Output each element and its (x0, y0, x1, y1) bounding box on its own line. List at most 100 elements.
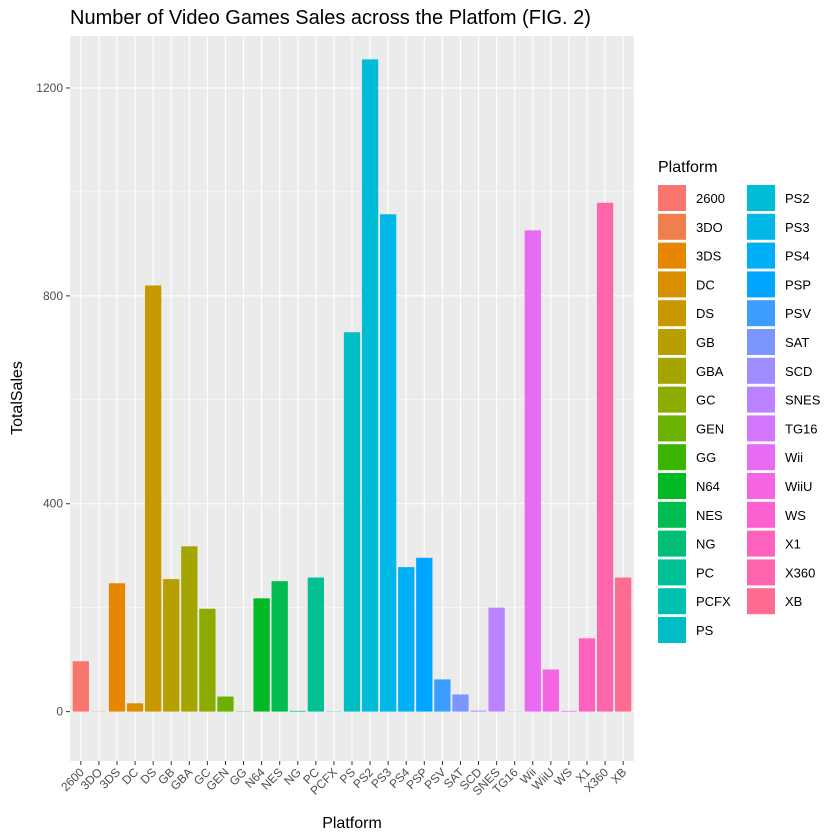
bars (72, 59, 632, 712)
legend-key-DS (658, 300, 686, 327)
legend-label-NG: NG (696, 537, 716, 552)
legend-key-PS2 (747, 185, 775, 211)
legend-key-DC (658, 271, 686, 298)
legend-key-X360 (747, 559, 775, 586)
legend-key-GB (658, 329, 686, 355)
x-axis-title: Platform (322, 815, 382, 832)
legend-label-PS4: PS4 (785, 249, 810, 264)
x-tick-label: WS (551, 765, 575, 789)
bar-XB (615, 577, 632, 712)
legend-key-WS (747, 501, 775, 528)
legend-key-PC (658, 559, 686, 586)
bar-PSV (434, 679, 451, 712)
legend-label-PC: PC (696, 565, 714, 580)
legend-label-SNES: SNES (785, 393, 821, 408)
bar-WiiU (542, 669, 559, 712)
chart-title: Number of Video Games Sales across the P… (70, 7, 591, 29)
legend-key-PS4 (747, 242, 775, 269)
bar-PC (307, 577, 324, 712)
legend-label-GC: GC (696, 393, 716, 408)
legend-key-SCD (747, 357, 775, 384)
bar-DS (145, 285, 162, 712)
legend-key-PCFX (658, 588, 686, 615)
legend-key-GBA (658, 357, 686, 384)
legend-label-PS: PS (696, 623, 714, 638)
legend-key-3DO (658, 213, 686, 240)
bar-GB (163, 579, 180, 712)
legend-key-Wii (747, 444, 775, 471)
bar-WS (560, 710, 578, 712)
bar-X360 (596, 202, 614, 712)
y-axis-ticks: 0 400 800 1200 (36, 81, 70, 719)
x-tick-label: XB (608, 765, 629, 786)
bar-PS (343, 332, 361, 712)
legend-label-PCFX: PCFX (696, 594, 731, 609)
bar-NES (271, 581, 288, 712)
legend-label-SAT: SAT (785, 335, 809, 350)
bar-Wii (524, 230, 541, 712)
legend-key-NES (658, 501, 686, 528)
bar-SNES (488, 607, 505, 712)
y-tick-label: 0 (56, 705, 63, 719)
legend-label-WiiU: WiiU (785, 479, 812, 494)
bar-PS2 (361, 59, 379, 712)
legend-key-3DS (658, 242, 686, 269)
bar-GBA (181, 546, 198, 712)
bar-2600 (72, 661, 89, 712)
legend-key-X1 (747, 530, 775, 557)
bar-N64 (253, 598, 270, 712)
bar-SCD (470, 710, 487, 712)
legend-key-GG (658, 444, 686, 471)
legend-label-GBA: GBA (696, 364, 724, 379)
bar-3DS (108, 583, 126, 712)
legend-key-SAT (747, 329, 775, 355)
y-axis-title: TotalSales (9, 361, 26, 435)
legend-label-N64: N64 (696, 479, 720, 494)
legend-label-3DO: 3DO (696, 220, 723, 235)
legend-label-PSP: PSP (785, 277, 811, 292)
legend-label-WS: WS (785, 508, 806, 523)
bar-PSP (416, 557, 433, 712)
legend-key-NG (658, 530, 686, 557)
legend-key-PSV (747, 300, 775, 327)
legend: Platform 2600 3DO 3DS DC DS GB GBA GC GEN GG N64 NE… (658, 159, 821, 643)
legend-key-N64 (658, 473, 686, 499)
legend-label-NES: NES (696, 508, 723, 523)
bar-X1 (578, 638, 596, 712)
bar-GEN (217, 696, 234, 712)
legend-key-TG16 (747, 415, 775, 442)
legend-label-PS3: PS3 (785, 220, 810, 235)
bar-GC (199, 608, 216, 712)
legend-label-XB: XB (785, 594, 802, 609)
legend-label-X360: X360 (785, 565, 815, 580)
legend-label-GEN: GEN (696, 421, 724, 436)
bar-DC (126, 703, 144, 712)
legend-key-GC (658, 386, 686, 413)
legend-title: Platform (658, 159, 718, 176)
bar-PS4 (398, 567, 415, 712)
legend-label-GB: GB (696, 335, 715, 350)
bar-SAT (452, 694, 469, 712)
legend-label-DC: DC (696, 277, 715, 292)
legend-label-2600: 2600 (696, 191, 725, 206)
bar-PS3 (380, 214, 397, 712)
x-axis-ticks: 26003DO3DSDCDSGBGBAGCGENGGN64NESNGPCPCFX… (58, 761, 629, 798)
legend-key-PSP (747, 271, 775, 298)
y-tick-label: 400 (43, 497, 63, 511)
legend-key-2600 (658, 185, 686, 211)
legend-key-PS (658, 617, 686, 643)
legend-key-WiiU (747, 473, 775, 499)
legend-key-SNES (747, 386, 775, 413)
legend-key-PS3 (747, 213, 775, 240)
legend-label-DS: DS (696, 306, 714, 321)
y-tick-label: 1200 (36, 81, 63, 95)
legend-label-SCD: SCD (785, 364, 812, 379)
legend-label-PS2: PS2 (785, 191, 810, 206)
y-tick-label: 800 (43, 289, 63, 303)
legend-label-PSV: PSV (785, 306, 811, 321)
legend-key-GEN (658, 415, 686, 442)
legend-label-TG16: TG16 (785, 421, 818, 436)
legend-label-GG: GG (696, 450, 716, 465)
legend-label-X1: X1 (785, 537, 801, 552)
